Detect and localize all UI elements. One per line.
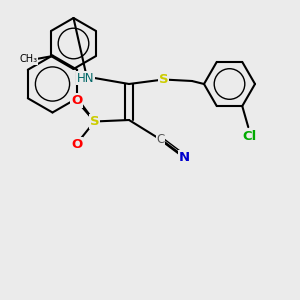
Text: S: S — [90, 115, 99, 128]
Text: Cl: Cl — [243, 130, 257, 142]
Text: CH₃: CH₃ — [20, 54, 38, 64]
Text: HN: HN — [77, 71, 94, 85]
Text: S: S — [159, 73, 168, 86]
Text: O: O — [71, 137, 82, 151]
Text: N: N — [179, 151, 190, 164]
Text: C: C — [156, 133, 165, 146]
Text: O: O — [71, 94, 82, 107]
